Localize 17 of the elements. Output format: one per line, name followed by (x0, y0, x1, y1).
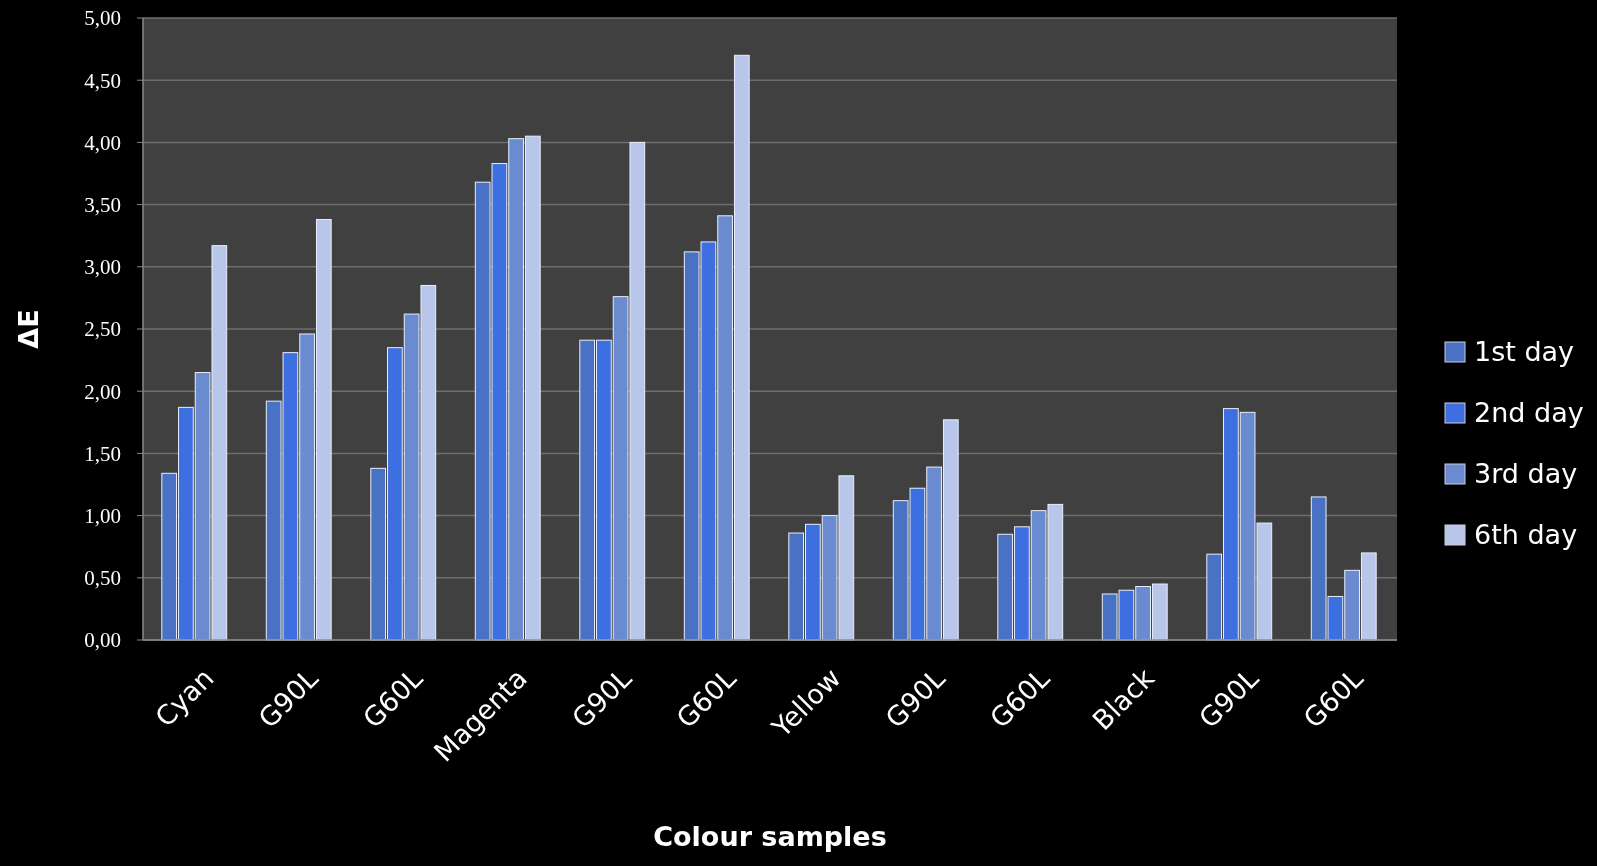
y-tick-label: 4,00 (84, 130, 121, 155)
y-tick-label: 1,50 (84, 441, 121, 466)
legend-label: 2nd day (1474, 397, 1584, 429)
x-axis-title: Colour samples (653, 821, 887, 852)
y-tick-label: 1,00 (84, 503, 121, 528)
y-tick-label: 3,50 (84, 192, 121, 217)
legend-label: 6th day (1474, 519, 1578, 551)
y-tick-label: 0,00 (84, 628, 121, 653)
y-tick-label: 4,50 (84, 68, 121, 93)
y-axis-title: ΔE (13, 309, 44, 349)
y-tick-label: 2,00 (84, 379, 121, 404)
legend-label: 3rd day (1474, 458, 1578, 490)
legend-label: 1st day (1474, 336, 1575, 368)
y-tick-label: 2,50 (84, 317, 121, 342)
y-tick-label: 0,50 (84, 566, 121, 591)
y-tick-label: 5,00 (84, 6, 121, 31)
y-tick-label: 3,00 (84, 255, 121, 280)
